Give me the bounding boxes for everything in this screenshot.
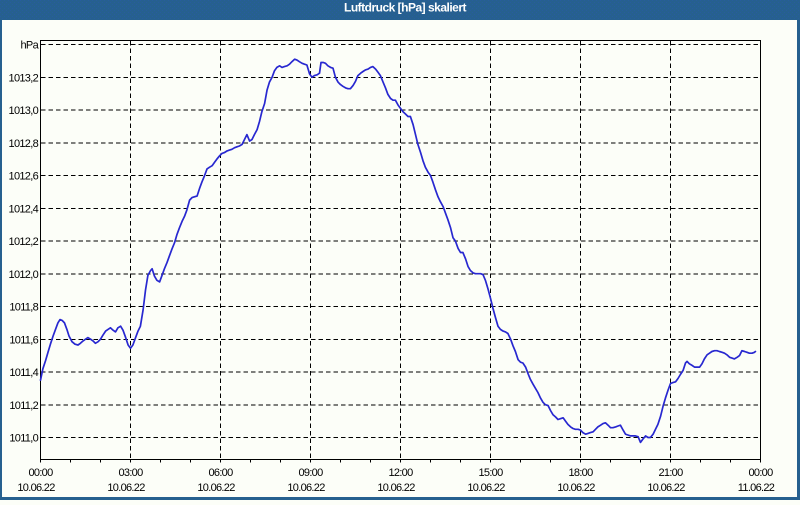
- svg-text:10.06.22: 10.06.22: [197, 482, 235, 494]
- svg-text:10.06.22: 10.06.22: [467, 482, 505, 494]
- svg-text:Luftdruck [hPa] skaliert: Luftdruck [hPa] skaliert: [344, 1, 467, 15]
- svg-text:1012,6: 1012,6: [9, 171, 39, 183]
- svg-text:10.06.22: 10.06.22: [647, 482, 685, 494]
- svg-text:1011,2: 1011,2: [9, 400, 38, 412]
- svg-text:03:00: 03:00: [118, 467, 143, 479]
- svg-text:1011,8: 1011,8: [9, 302, 38, 314]
- svg-text:18:00: 18:00: [568, 467, 593, 479]
- svg-text:1013,0: 1013,0: [9, 105, 39, 117]
- svg-text:10.06.22: 10.06.22: [17, 482, 55, 494]
- svg-text:12:00: 12:00: [388, 467, 413, 479]
- svg-text:11.06.22: 11.06.22: [738, 482, 775, 494]
- svg-text:10.06.22: 10.06.22: [107, 482, 145, 494]
- svg-text:1012,4: 1012,4: [9, 203, 39, 215]
- svg-text:1011,4: 1011,4: [9, 367, 38, 379]
- svg-text:10.06.22: 10.06.22: [377, 482, 415, 494]
- svg-text:06:00: 06:00: [208, 467, 233, 479]
- svg-text:1011,0: 1011,0: [9, 433, 38, 445]
- svg-text:21:00: 21:00: [658, 467, 683, 479]
- svg-text:00:00: 00:00: [748, 467, 773, 479]
- svg-text:09:00: 09:00: [298, 467, 323, 479]
- svg-text:00:00: 00:00: [28, 467, 53, 479]
- svg-text:1011,6: 1011,6: [9, 334, 38, 346]
- svg-text:hPa: hPa: [21, 40, 40, 52]
- svg-text:1013,2: 1013,2: [9, 72, 39, 84]
- svg-text:10.06.22: 10.06.22: [287, 482, 325, 494]
- svg-text:1012,0: 1012,0: [9, 269, 39, 281]
- svg-text:1012,8: 1012,8: [9, 138, 39, 150]
- svg-text:10.06.22: 10.06.22: [557, 482, 595, 494]
- svg-text:1012,2: 1012,2: [9, 236, 39, 248]
- svg-text:15:00: 15:00: [478, 467, 503, 479]
